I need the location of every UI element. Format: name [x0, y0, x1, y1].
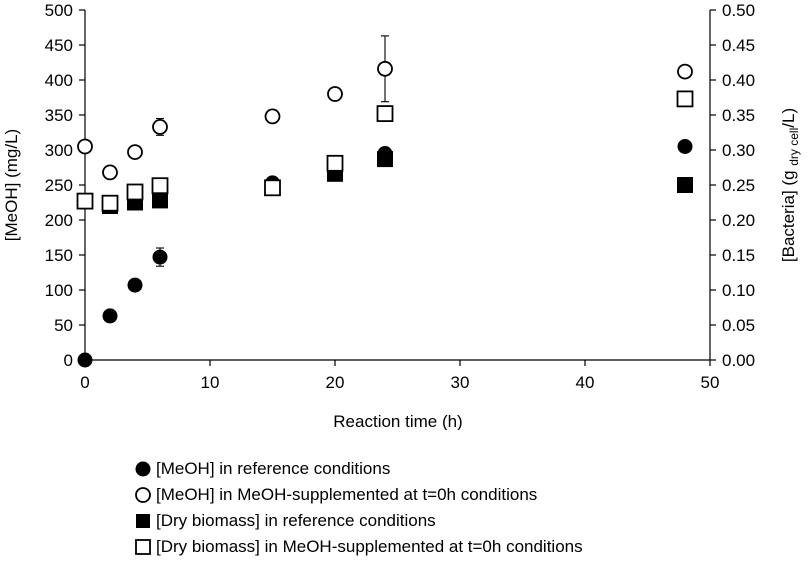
data-point — [76, 192, 94, 210]
legend-item-biomass-reference: [Dry biomass] in reference conditions — [132, 508, 583, 534]
data-point — [152, 192, 168, 209]
y-left-tick-label: 0 — [64, 351, 73, 370]
x-tick-label: 30 — [451, 373, 470, 392]
axes-group — [84, 10, 711, 361]
ticks-layer: 0 10 20 30 40 5005010015020025030035040045050… — [45, 1, 755, 392]
y-right-tick-label: 0.05 — [722, 316, 755, 335]
series-2 — [77, 35, 693, 181]
data-point — [152, 119, 168, 135]
y-right-tick-label: 0.45 — [722, 36, 755, 55]
data-point — [676, 90, 694, 108]
data-point — [102, 308, 118, 324]
y-left-tick-label: 400 — [45, 71, 73, 90]
legend-label: [Dry biomass] in reference conditions — [156, 511, 436, 530]
y-axis-right-title-end: /L) — [779, 108, 798, 128]
y-axis-right-title: [Bacteria] (g dry cell/L) — [779, 108, 801, 262]
data-point — [127, 277, 143, 293]
y-left-tick-label: 500 — [45, 1, 73, 20]
y-left-tick-label: 150 — [45, 246, 73, 265]
y-axis-left-title: [MeOH] (mg/L) — [2, 129, 21, 241]
legend-label: [Dry biomass] in MeOH-supplemented at t=… — [156, 537, 583, 556]
filled-square-icon — [132, 512, 154, 530]
open-square-icon — [132, 538, 154, 556]
data-point — [377, 151, 393, 168]
data-point — [377, 60, 393, 77]
data-point — [677, 177, 693, 193]
data-point — [151, 177, 169, 195]
data-point — [326, 154, 344, 172]
x-axis-title: Reaction time (h) — [333, 412, 462, 430]
data-point — [677, 63, 693, 80]
legend-item-meoh-supplemented: [MeOH] in MeOH-supplemented at t=0h cond… — [132, 482, 583, 508]
x-tick-label: 10 — [201, 373, 220, 392]
data-point — [101, 194, 119, 212]
chart: 0 10 20 30 40 5005010015020025030035040045050… — [2, 1, 801, 430]
marks-layer — [76, 35, 694, 368]
y-left-tick-label: 350 — [45, 106, 73, 125]
data-point — [264, 108, 281, 125]
data-point — [102, 164, 118, 181]
data-point — [376, 105, 394, 122]
y-left-tick-label: 250 — [45, 176, 73, 195]
y-right-tick-label: 0.25 — [722, 176, 755, 195]
y-left-tick-label: 100 — [45, 281, 73, 300]
y-left-tick-label: 200 — [45, 211, 73, 230]
legend-item-meoh-reference: [MeOH] in reference conditions — [132, 456, 583, 482]
legend-label: [MeOH] in MeOH-supplemented at t=0h cond… — [156, 485, 538, 504]
x-tick-label: 0 — [80, 373, 89, 392]
y-right-tick-label: 0.20 — [722, 211, 755, 230]
filled-circle-icon — [132, 460, 154, 478]
y-right-tick-label: 0.00 — [722, 351, 755, 370]
x-tick-label: 40 — [576, 373, 595, 392]
y-axis-right-title-main: [Bacteria] (g — [779, 166, 798, 262]
series-3 — [77, 151, 693, 214]
data-point — [77, 138, 93, 155]
data-point — [677, 139, 693, 154]
x-tick-label: 50 — [701, 373, 720, 392]
y-right-tick-label: 0.30 — [722, 141, 755, 160]
y-right-tick-label: 0.10 — [722, 281, 755, 300]
y-left-tick-label: 50 — [54, 316, 73, 335]
y-right-tick-label: 0.40 — [722, 71, 755, 90]
x-tick-label: 20 — [326, 373, 345, 392]
legend-label: [MeOH] in reference conditions — [156, 459, 391, 478]
data-point — [264, 179, 281, 197]
data-point — [152, 249, 168, 265]
y-left-tick-label: 300 — [45, 141, 73, 160]
y-left-tick-label: 450 — [45, 36, 73, 55]
data-point — [327, 86, 343, 102]
y-axis-right-title-sub: dry cell — [787, 128, 801, 166]
y-right-tick-label: 0.15 — [722, 246, 755, 265]
y-right-tick-label: 0.50 — [722, 1, 755, 20]
open-circle-icon — [132, 486, 154, 504]
series-4 — [76, 90, 694, 212]
series-1 — [77, 139, 693, 368]
data-point — [127, 144, 143, 161]
legend-item-biomass-supplemented: [Dry biomass] in MeOH-supplemented at t=… — [132, 534, 583, 560]
legend: [MeOH] in reference conditions [MeOH] in… — [132, 456, 583, 560]
data-point — [126, 183, 144, 201]
y-right-tick-label: 0.35 — [722, 106, 755, 125]
data-point — [77, 352, 93, 368]
